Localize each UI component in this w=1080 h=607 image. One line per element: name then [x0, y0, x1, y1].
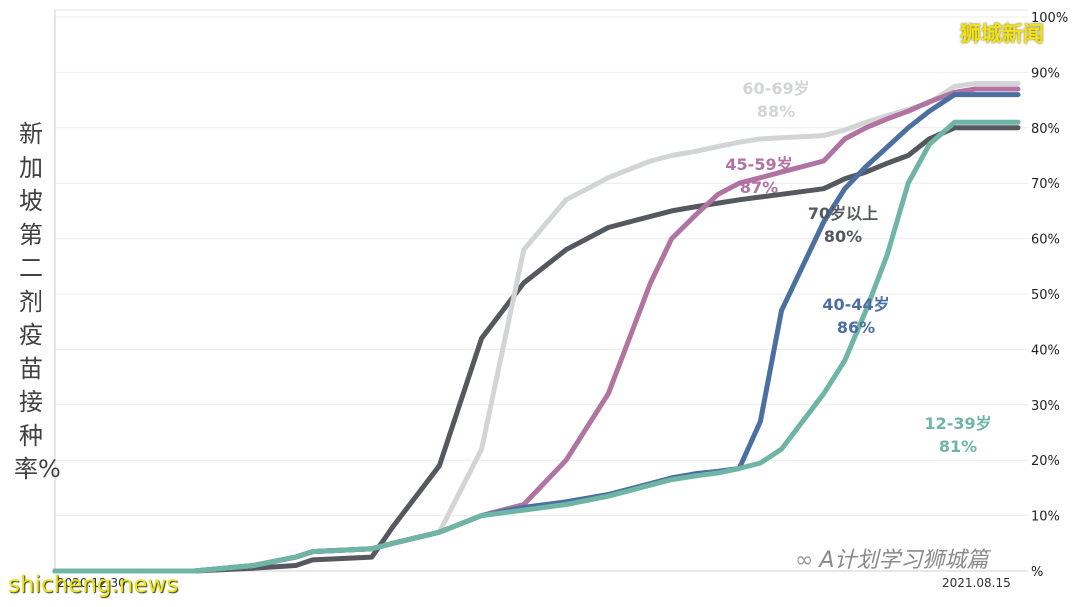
x-tick-labels: 2020.12.30 2021.08.15	[57, 576, 1011, 590]
series-name-label: 60-69岁	[742, 79, 809, 98]
watermark: ∞ A计划学习狮城篇	[795, 542, 988, 574]
y-tick-label: 10%	[1031, 510, 1060, 525]
series-name-label: 45-59岁	[725, 155, 792, 174]
series-value-label: 86%	[837, 318, 875, 337]
y-tick-label: 30%	[1031, 399, 1060, 414]
y-tick-label: 40%	[1031, 343, 1060, 358]
brand-logo-text: 狮城新闻	[960, 22, 1044, 46]
series-labels: 70岁以上 80% 60-69岁 88% 45-59岁 87% 40-44岁 86% 12-39…	[725, 79, 991, 456]
series-line	[52, 119, 1021, 574]
y-tick-label: 70%	[1031, 177, 1060, 192]
y-tick-label: 50%	[1031, 288, 1060, 303]
series-name-label: 12-39岁	[924, 414, 991, 433]
y-axis-title: 新加坡第二剂疫苗接种率%	[14, 120, 61, 483]
series-value-label: 80%	[824, 227, 862, 246]
series-value-label: 81%	[939, 437, 977, 456]
series-value-label: 88%	[757, 102, 795, 121]
y-tick-label: 20%	[1031, 454, 1060, 469]
footer-brand: shicheng.news	[8, 572, 179, 598]
series-name-label: 70岁以上	[808, 204, 878, 223]
y-tick-label: 60%	[1031, 233, 1060, 248]
x-tick-label: 2021.08.15	[942, 576, 1011, 590]
y-tick-labels: % 10% 20% 30% 40% 50% 60% 70% 80% 90% 100%	[1031, 11, 1068, 580]
y-tick-label: %	[1031, 565, 1043, 580]
x-tick-label: 2020.12.30	[57, 576, 126, 590]
y-tick-label: 100%	[1031, 11, 1068, 26]
y-tick-label: 80%	[1031, 122, 1060, 137]
series-value-label: 87%	[740, 178, 778, 197]
watermark-text: A计划学习狮城篇	[819, 548, 989, 573]
series-name-label: 40-44岁	[822, 295, 889, 314]
series-line	[52, 125, 1021, 574]
gridlines	[55, 16, 1028, 517]
series-lines	[52, 81, 1021, 574]
y-tick-label: 90%	[1031, 66, 1060, 81]
wechat-icon: ∞	[795, 548, 814, 573]
